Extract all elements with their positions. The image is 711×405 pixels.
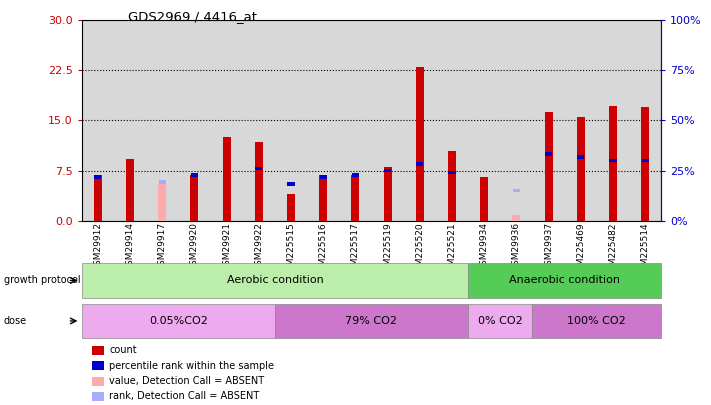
Bar [114, 20, 146, 221]
Bar [178, 20, 210, 221]
Text: 79% CO2: 79% CO2 [346, 316, 397, 326]
Bar [404, 20, 436, 221]
Text: Aerobic condition: Aerobic condition [227, 275, 324, 286]
Bar [351, 175, 360, 221]
Text: value, Detection Call = ABSENT: value, Detection Call = ABSENT [109, 376, 264, 386]
Bar [191, 175, 198, 221]
Text: GDS2969 / 4416_at: GDS2969 / 4416_at [128, 10, 257, 23]
Text: dose: dose [4, 316, 27, 326]
Bar [242, 20, 275, 221]
Bar [307, 20, 339, 221]
Bar [255, 167, 262, 171]
Bar [609, 106, 617, 221]
Bar [319, 175, 327, 179]
Bar [339, 20, 371, 221]
Bar [383, 167, 392, 221]
Bar [577, 117, 584, 221]
Text: count: count [109, 345, 137, 355]
Bar [371, 20, 404, 221]
Bar [352, 173, 359, 177]
Bar [629, 20, 661, 221]
Bar [146, 20, 178, 221]
Bar [287, 194, 295, 221]
Bar [545, 113, 552, 221]
Bar [448, 151, 456, 221]
Bar [416, 162, 424, 166]
Bar [416, 67, 424, 221]
Bar [468, 20, 501, 221]
Text: 100% CO2: 100% CO2 [567, 316, 626, 326]
Text: rank, Detection Call = ABSENT: rank, Detection Call = ABSENT [109, 392, 260, 401]
Bar [513, 215, 520, 221]
Bar [384, 169, 391, 173]
Bar [126, 159, 134, 221]
Bar [513, 189, 520, 192]
Bar [94, 175, 102, 221]
Bar [501, 20, 533, 221]
Text: 0% CO2: 0% CO2 [478, 316, 523, 326]
Bar [191, 173, 198, 177]
Bar [210, 20, 242, 221]
Bar [275, 20, 307, 221]
Bar [609, 159, 616, 162]
Bar [641, 107, 649, 221]
Bar [597, 20, 629, 221]
Text: growth protocol: growth protocol [4, 275, 80, 286]
Text: Anaerobic condition: Anaerobic condition [509, 275, 620, 286]
Bar [287, 182, 294, 186]
Bar [480, 177, 488, 221]
Bar [319, 175, 327, 221]
Bar [82, 20, 114, 221]
Bar [159, 184, 166, 221]
Text: percentile rank within the sample: percentile rank within the sample [109, 361, 274, 371]
Bar [449, 171, 456, 175]
Bar [159, 180, 166, 184]
Text: 0.05%CO2: 0.05%CO2 [149, 316, 208, 326]
Bar [533, 20, 565, 221]
Bar [255, 142, 263, 221]
Bar [223, 137, 230, 221]
Bar [577, 156, 584, 159]
Bar [436, 20, 468, 221]
Bar [565, 20, 597, 221]
Bar [95, 175, 102, 179]
Bar [545, 152, 552, 156]
Bar [641, 159, 648, 162]
